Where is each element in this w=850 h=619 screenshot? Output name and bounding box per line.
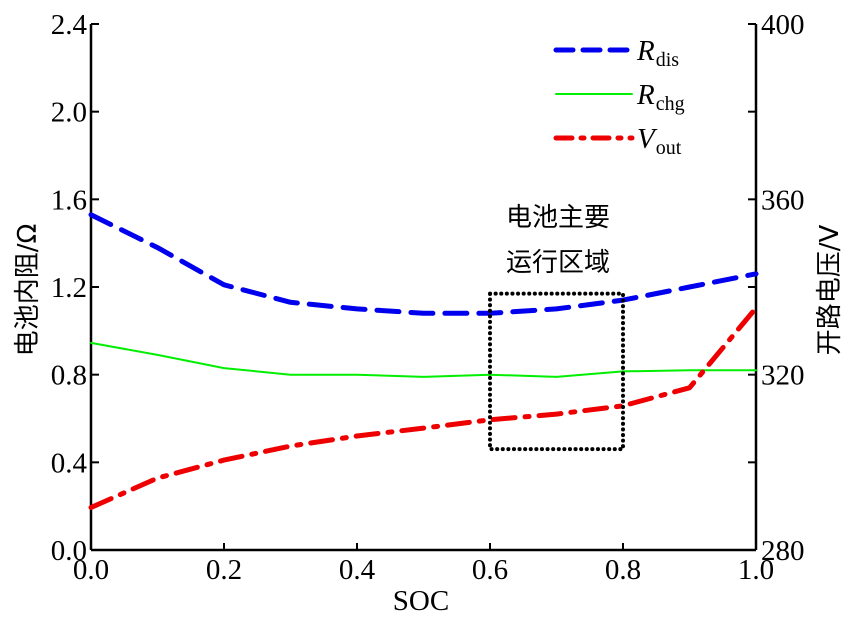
x-tick-label: 0.6	[472, 554, 508, 586]
left-y-tick-label: 0.4	[51, 447, 88, 479]
left-y-tick-label: 1.2	[51, 272, 87, 304]
left-y-tick-label: 2.4	[51, 9, 88, 41]
legend-label-dis: Rdis	[636, 35, 679, 71]
x-axis-title: SOC	[393, 585, 449, 617]
right-y-tick-label: 320	[761, 360, 805, 392]
series-line-v-out	[88, 305, 759, 510]
left-y-tick-label: 0.8	[51, 360, 87, 392]
x-tick-label: 1.0	[738, 554, 774, 586]
x-tick-label: 0.0	[73, 554, 109, 586]
axis-titles: SOC 电池内阻/Ω 开路电压/V	[13, 224, 845, 617]
operating-region-annotation: 电池主要 运行区域	[488, 203, 625, 452]
right-y-tick-label: 280	[761, 535, 805, 567]
left-y-tick-label: 2.0	[51, 97, 87, 129]
annotation-line-2: 运行区域	[506, 248, 610, 278]
left-y-tick-label: 0.0	[51, 535, 87, 567]
legend-label-chg: Rchg	[636, 79, 685, 115]
x-tick-label: 0.4	[339, 554, 376, 586]
series-line-r-chg	[90, 341, 757, 378]
left-y-tick-label: 1.6	[51, 184, 87, 216]
left-axis-title: 电池内阻/Ω	[13, 224, 43, 357]
operating-region-box	[488, 291, 625, 452]
legend-label-out: Vout	[637, 123, 682, 159]
axes: 0.0 0.2 0.4 0.6 0.8 1.0 0.0 0.4 0.8 1.2 1.6 2.0 2.4 2…	[51, 9, 805, 586]
right-y-tick-label: 360	[761, 184, 805, 216]
right-axis-title: 开路电压/V	[815, 225, 845, 356]
x-tick-label: 0.8	[605, 554, 641, 586]
legend: Rdis Rchg Vout	[553, 35, 685, 159]
series-group	[88, 212, 759, 510]
annotation-line-1: 电池主要	[506, 203, 610, 233]
right-y-tick-label: 400	[761, 9, 805, 41]
x-tick-label: 0.2	[206, 554, 242, 586]
series-line-r-dis	[88, 212, 759, 316]
